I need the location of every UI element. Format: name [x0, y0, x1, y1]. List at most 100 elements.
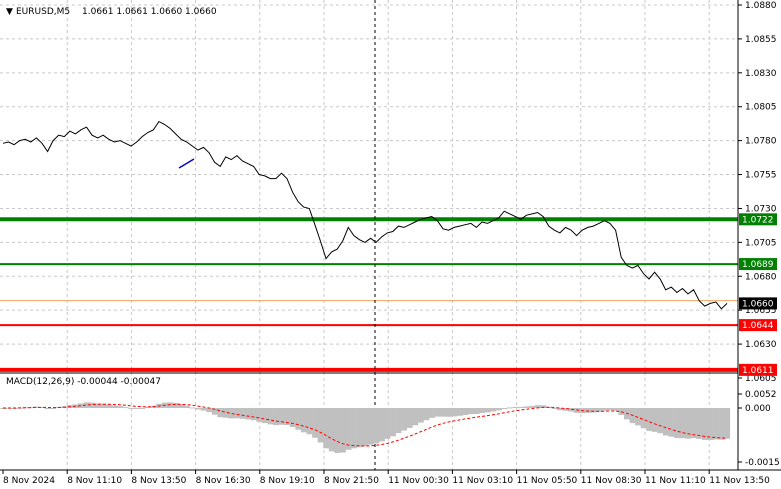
level-label-box	[739, 213, 777, 226]
price-tick-label: 1.0730	[745, 204, 777, 214]
macd-bar	[217, 408, 224, 418]
macd-bar	[211, 408, 218, 415]
price-tick-label: 1.0780	[745, 137, 777, 147]
macd-bar	[239, 408, 246, 419]
level-label-box	[739, 363, 777, 376]
macd-bar	[323, 408, 330, 449]
macd-bar	[434, 408, 441, 417]
macd-bar	[713, 408, 719, 440]
macd-bar	[117, 406, 124, 408]
macd-bar	[50, 407, 57, 409]
macd-bar	[111, 405, 118, 408]
macd-bar	[456, 408, 463, 416]
trend-segment	[178, 158, 195, 169]
macd-bar	[462, 408, 469, 416]
time-tick-label: 8 Nov 21:50	[324, 476, 379, 486]
macd-bar	[378, 408, 385, 442]
macd-bar	[306, 408, 313, 435]
macd-bar	[11, 408, 18, 409]
macd-bar	[523, 406, 530, 408]
price-tick-label: 1.0680	[745, 272, 777, 282]
macd-bar	[440, 408, 447, 417]
macd-bar	[195, 408, 202, 410]
macd-bar	[122, 407, 129, 409]
macd-bar	[573, 408, 580, 413]
macd-signal-line	[3, 403, 728, 447]
time-tick-label: 8 Nov 13:50	[131, 476, 186, 486]
macd-bar	[423, 408, 430, 421]
macd-bar	[468, 408, 474, 415]
macd-bar	[289, 408, 296, 428]
macd-bar	[512, 406, 519, 408]
price-tick-label: 1.0855	[745, 35, 777, 45]
macd-bar	[635, 408, 641, 426]
macd-bar	[640, 408, 647, 429]
macd-bar	[261, 408, 268, 424]
ohlc-values: 1.0661 1.0661 1.0660 1.0660	[82, 7, 217, 17]
macd-bar	[206, 408, 213, 413]
time-tick-label: 11 Nov 13:50	[709, 476, 770, 486]
macd-bar	[44, 408, 51, 409]
macd-bar	[228, 408, 235, 419]
level-label: 1.0689	[742, 260, 774, 270]
macd-bar	[89, 402, 96, 408]
macd-bar	[106, 404, 112, 408]
macd-bar	[94, 403, 101, 408]
macd-bar	[507, 407, 513, 409]
price-axis: 1.0880 1.0855 1.0830 1.0805 1.0780 1.0755 1.07…	[738, 1, 777, 384]
macd-bar	[234, 408, 240, 419]
macd-bar	[222, 408, 229, 418]
macd-bar	[584, 408, 591, 413]
macd-bar	[601, 408, 608, 411]
macd-bar	[479, 408, 486, 414]
macd-bar	[172, 402, 179, 408]
macd-bar	[300, 408, 307, 433]
symbol-label: EURUSD,M5	[16, 7, 70, 17]
macd-bar	[607, 408, 614, 411]
macd-bar	[295, 408, 302, 430]
macd-bar	[273, 408, 279, 426]
time-axis: 8 Nov 2024 8 Nov 11:10 8 Nov 13:50 8 Nov 16…	[2, 470, 770, 486]
macd-bar	[395, 408, 402, 434]
macd-bar	[417, 408, 424, 423]
grid-lines	[0, 0, 738, 470]
current-price-label: 1.0660	[742, 299, 774, 309]
time-tick-label: 8 Nov 2024	[3, 476, 55, 486]
price-tick-label: 1.0830	[745, 69, 777, 79]
time-tick-label: 11 Nov 08:30	[581, 476, 642, 486]
macd-bar	[284, 408, 291, 426]
macd-bar	[529, 405, 536, 408]
macd-bar	[250, 408, 257, 421]
macd-bar	[674, 408, 680, 439]
macd-bar	[373, 408, 380, 444]
macd-bar	[367, 408, 374, 445]
macd-bar	[78, 403, 85, 408]
macd-bar	[590, 408, 597, 413]
macd-bar	[317, 408, 324, 443]
macd-tick-label: 0.0052	[745, 390, 777, 400]
macd-bar	[679, 408, 686, 439]
time-tick-label: 11 Nov 00:30	[388, 476, 449, 486]
macd-bar	[139, 407, 146, 409]
time-tick-label: 11 Nov 11:10	[645, 476, 706, 486]
macd-bar	[451, 408, 458, 417]
macd-bar	[200, 408, 207, 411]
macd-bar	[540, 405, 547, 408]
macd-bar	[646, 408, 653, 431]
macd-bar	[490, 408, 497, 412]
level-label-box	[739, 319, 777, 332]
macd-bar	[685, 408, 692, 439]
macd-bar	[245, 408, 252, 420]
price-tick-label: 1.0805	[745, 103, 777, 113]
macd-bar	[534, 405, 541, 408]
macd-bar	[328, 408, 335, 452]
macd-bar	[551, 408, 558, 409]
macd-bar	[596, 408, 602, 412]
macd-bar	[484, 408, 491, 413]
macd-bar	[184, 405, 190, 408]
price-tick-label: 1.0630	[745, 340, 777, 350]
price-tick-label: 1.0705	[745, 238, 777, 248]
dropdown-arrow-icon[interactable]: ▼	[6, 7, 13, 17]
